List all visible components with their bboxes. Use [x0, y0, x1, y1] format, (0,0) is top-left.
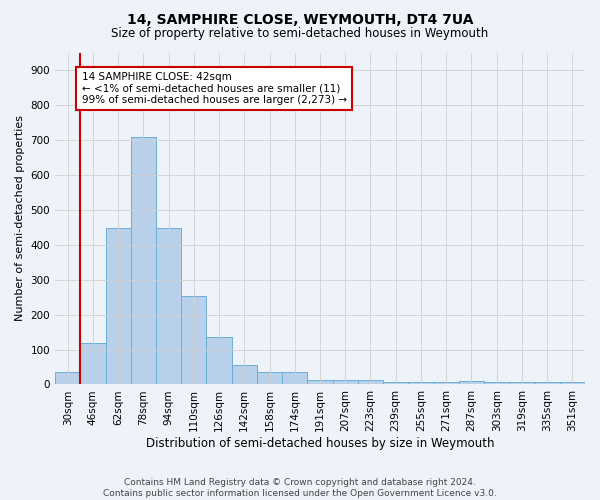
Bar — [409, 382, 434, 384]
Bar — [156, 228, 181, 384]
Bar — [509, 382, 535, 384]
Text: 14, SAMPHIRE CLOSE, WEYMOUTH, DT4 7UA: 14, SAMPHIRE CLOSE, WEYMOUTH, DT4 7UA — [127, 12, 473, 26]
Bar — [206, 338, 232, 384]
X-axis label: Distribution of semi-detached houses by size in Weymouth: Distribution of semi-detached houses by … — [146, 437, 494, 450]
Bar — [332, 380, 358, 384]
Bar — [131, 136, 156, 384]
Text: 14 SAMPHIRE CLOSE: 42sqm
← <1% of semi-detached houses are smaller (11)
99% of s: 14 SAMPHIRE CLOSE: 42sqm ← <1% of semi-d… — [82, 72, 347, 105]
Bar — [434, 382, 459, 384]
Bar — [80, 343, 106, 384]
Text: Size of property relative to semi-detached houses in Weymouth: Size of property relative to semi-detach… — [112, 28, 488, 40]
Bar — [383, 382, 409, 384]
Bar — [106, 228, 131, 384]
Bar — [181, 296, 206, 384]
Bar — [535, 382, 560, 384]
Bar — [459, 380, 484, 384]
Bar — [484, 382, 509, 384]
Bar — [257, 372, 282, 384]
Bar — [55, 372, 80, 384]
Bar — [560, 382, 585, 384]
Bar — [358, 380, 383, 384]
Bar — [232, 364, 257, 384]
Y-axis label: Number of semi-detached properties: Number of semi-detached properties — [15, 116, 25, 322]
Bar — [307, 380, 332, 384]
Bar — [282, 372, 307, 384]
Text: Contains HM Land Registry data © Crown copyright and database right 2024.
Contai: Contains HM Land Registry data © Crown c… — [103, 478, 497, 498]
